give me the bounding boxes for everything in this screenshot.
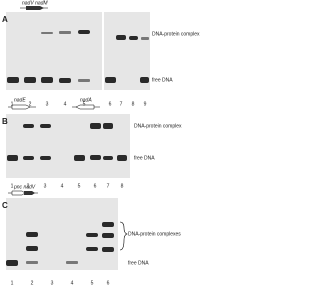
panel-label: A (2, 15, 8, 24)
annotation: DNA-protein complex (152, 31, 200, 37)
panel-label: B (2, 117, 8, 126)
lane-number: 1 (11, 280, 14, 286)
annotation: DNA-protein complexes (128, 231, 181, 237)
lane-number: 6 (109, 101, 112, 107)
lane-number: 9 (144, 101, 147, 107)
bands (7, 30, 149, 83)
lane-number: 5 (83, 101, 86, 107)
panel-label: C (2, 201, 8, 210)
gene-map (8, 190, 38, 196)
bands (7, 123, 127, 161)
bracket (119, 221, 128, 251)
lane-number: 6 (107, 280, 110, 286)
lane-number: 1 (11, 101, 14, 107)
gene-label: nadA (80, 97, 92, 103)
lane-number: 8 (132, 101, 135, 107)
lane-number: 8 (121, 183, 124, 189)
lane-number: 4 (61, 183, 64, 189)
gene-label: pnc nadV (13, 184, 36, 190)
lane-number: 3 (51, 280, 54, 286)
lane-number: 4 (64, 101, 67, 107)
gene-map (20, 6, 48, 10)
annotation: free DNA (134, 155, 155, 161)
lane-number: 5 (78, 183, 81, 189)
lane-number: 4 (71, 280, 74, 286)
annotation: DNA-protein complex (134, 123, 182, 129)
lane-number: 3 (44, 183, 47, 189)
lane-number: 7 (107, 183, 110, 189)
lane-number: 2 (31, 280, 34, 286)
lane-number: 6 (94, 183, 97, 189)
lane-number: 2 (29, 101, 32, 107)
lane-number: 7 (120, 101, 123, 107)
lane-number: 5 (91, 280, 94, 286)
lane-number: 3 (46, 101, 49, 107)
gene-map (8, 104, 100, 110)
lane-number: 2 (27, 183, 30, 189)
gel (6, 12, 102, 90)
annotation: free DNA (152, 77, 173, 83)
bands (6, 222, 114, 266)
gene-label: nadE (14, 97, 26, 103)
gene-label: nadV nadM (22, 0, 48, 6)
lane-number: 1 (11, 183, 14, 189)
gel (6, 198, 118, 270)
annotation: free DNA (128, 260, 149, 266)
